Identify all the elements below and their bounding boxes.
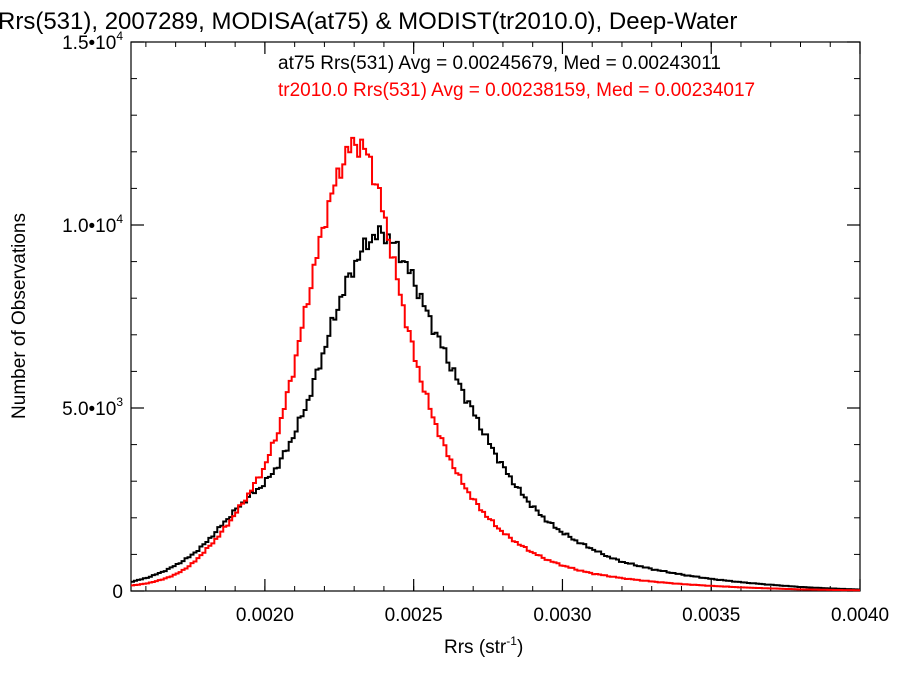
y-tick-label: 5.0•103 — [62, 395, 123, 420]
x-axis-label-sup: -1 — [506, 634, 517, 648]
series-line-tr2010-0 — [131, 136, 860, 592]
x-tick-label: 0.0040 — [831, 605, 889, 626]
series-layer — [131, 136, 860, 592]
x-axis-ticks: 0.0020 0.0025 0.0030 0.0035 0.0040 — [145, 42, 889, 626]
y-axis-label: Number of Observations — [9, 213, 30, 419]
x-axis-label-close: ) — [517, 637, 523, 658]
plot-frame — [130, 41, 861, 592]
series-annotation-tr2010: tr2010.0 Rrs(531) Avg = 0.00238159, Med … — [278, 80, 755, 101]
x-tick-label: 0.0020 — [236, 605, 294, 626]
x-tick-label: 0.0025 — [385, 605, 443, 626]
series-annotation-at75: at75 Rrs(531) Avg = 0.00245679, Med = 0.… — [278, 53, 721, 74]
x-axis-label: Rrs (str-1) — [444, 634, 523, 658]
x-axis-label-main: Rrs (str — [444, 637, 507, 658]
x-tick-label: 0.0030 — [533, 605, 591, 626]
y-axis-ticks: 0 5.0•103 1.0•104 1.5•104 — [62, 29, 860, 603]
y-tick-label: 1.5•104 — [62, 29, 123, 54]
y-tick-label: 0 — [112, 582, 123, 603]
series-line-at75 — [131, 225, 860, 591]
chart-title: Rrs(531), 2007289, MODISA(at75) & MODIST… — [0, 8, 737, 35]
y-tick-label: 1.0•104 — [62, 212, 123, 237]
x-tick-label: 0.0035 — [682, 605, 740, 626]
